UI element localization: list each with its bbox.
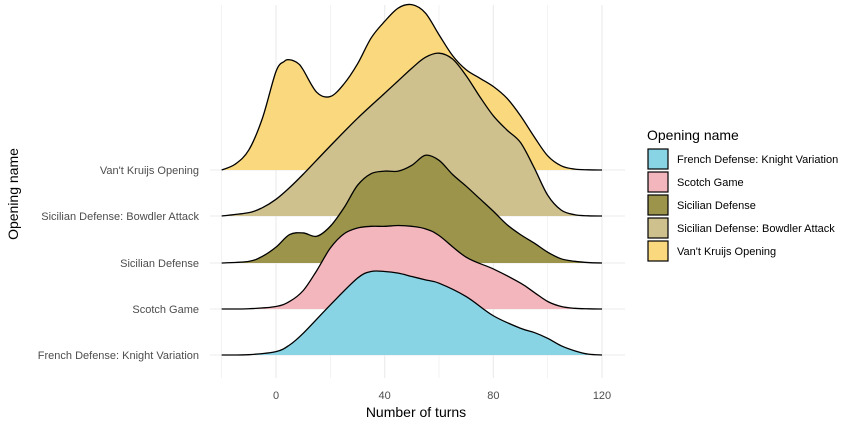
y-tick-label: Van't Kruijs Opening [100, 165, 199, 177]
legend-label: Van't Kruijs Opening [677, 246, 776, 258]
legend-title: Opening name [647, 127, 739, 143]
ridge-fill [221, 270, 603, 356]
y-tick-label: Sicilian Defense: Bowdler Attack [41, 211, 199, 223]
ridge-1 [221, 224, 603, 310]
legend-label: Sicilian Defense: Bowdler Attack [677, 223, 835, 235]
y-tick-label: French Defense: Knight Variation [38, 350, 199, 362]
legend-item: Scotch Game [647, 171, 744, 193]
legend-swatch [647, 240, 669, 262]
ridge-3 [221, 52, 603, 217]
ridge-layer [221, 3, 603, 356]
ridge-outline [221, 154, 603, 264]
x-tick-label: 0 [273, 390, 279, 402]
legend-item: French Defense: Knight Variation [647, 148, 838, 170]
ridge-outline [221, 270, 603, 356]
ridge-0 [221, 270, 603, 356]
y-tick-label: Sicilian Defense [120, 258, 199, 270]
legend-item: Sicilian Defense: Bowdler Attack [647, 217, 835, 239]
legend-swatch [647, 194, 669, 216]
legend-swatch [647, 217, 669, 239]
legend-swatch [647, 171, 669, 193]
y-axis-title: Opening name [5, 148, 21, 240]
legend-item: Sicilian Defense [647, 194, 756, 216]
x-axis: 0 40 80 120 [273, 390, 611, 402]
legend-item: Van't Kruijs Opening [647, 240, 776, 262]
ridge-outline [221, 52, 603, 217]
x-axis-title: Number of turns [366, 404, 466, 420]
ridge-2 [221, 154, 603, 264]
ridge-fill [221, 53, 603, 217]
legend: Opening name French Defense: Knight Vari… [647, 127, 838, 262]
legend-swatch [647, 148, 669, 170]
x-tick-label: 40 [379, 390, 391, 402]
legend-label: Sicilian Defense [677, 200, 756, 212]
y-axis: French Defense: Knight Variation Scotch G… [38, 165, 200, 362]
ridge-fill [221, 155, 603, 263]
ridge-outline [221, 3, 603, 171]
legend-label: Scotch Game [677, 177, 744, 189]
ridge-outline [221, 224, 603, 310]
x-tick-label: 120 [593, 390, 611, 402]
legend-label: French Defense: Knight Variation [677, 154, 838, 166]
x-tick-label: 80 [487, 390, 499, 402]
y-tick-label: Scotch Game [132, 304, 199, 316]
ridge-fill [221, 225, 603, 310]
